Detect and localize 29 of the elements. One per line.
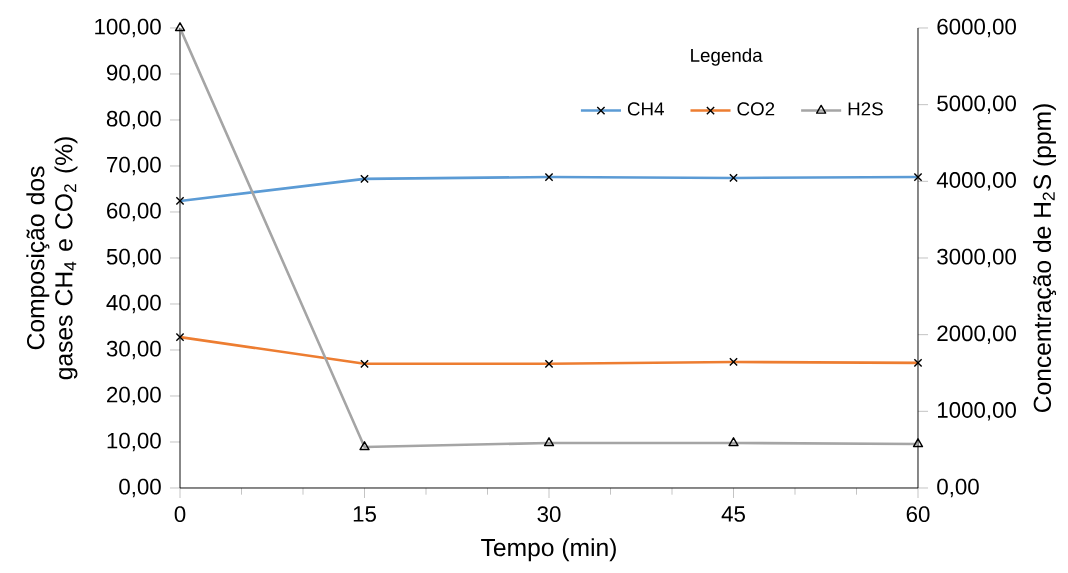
x-tick-label: 15 (353, 506, 376, 522)
y-tick-label: 0,00 (119, 478, 161, 498)
legend-label: CH4 (627, 102, 664, 116)
legend-label: H2S (848, 102, 883, 116)
x-tick-label: 60 (906, 506, 930, 523)
y-tick-label: 20,00 (107, 386, 161, 406)
y-tick-label: 90,00 (106, 64, 161, 84)
y2-tick-label: 0,00 (937, 478, 979, 498)
y-tick-label: 50,00 (106, 248, 161, 268)
y2-tick-label: 3000,00 (937, 248, 1016, 268)
x-tick-label: 0 (174, 506, 186, 523)
y-tick-label: 80,00 (106, 110, 161, 130)
y2-tick-label: 4000,00 (936, 172, 1016, 191)
y-tick-label: 60,00 (107, 202, 161, 222)
y2-axis-title: Concentração de H$_{2}$S (ppm) (1032, 104, 1057, 413)
x-tick-label: 30 (537, 506, 561, 523)
y2-tick-label: 5000,00 (937, 95, 1016, 114)
x-axis-title: Tempo (min) (481, 538, 616, 562)
y-tick-label: 10,00 (107, 432, 161, 452)
legend-label: CO2 (737, 102, 775, 116)
y-tick-label: 100,00 (95, 18, 161, 38)
y-tick-label: 40,00 (106, 294, 161, 314)
legend-title: Legenda (691, 48, 763, 66)
y2-tick-label: 1000,00 (938, 402, 1016, 421)
x-tick-label: 45 (721, 506, 745, 522)
y-tick-label: 30,00 (106, 340, 161, 360)
y2-tick-label: 2000,00 (937, 325, 1016, 344)
y2-tick-label: 6000,00 (937, 18, 1016, 38)
y-tick-label: 70,00 (107, 156, 161, 176)
